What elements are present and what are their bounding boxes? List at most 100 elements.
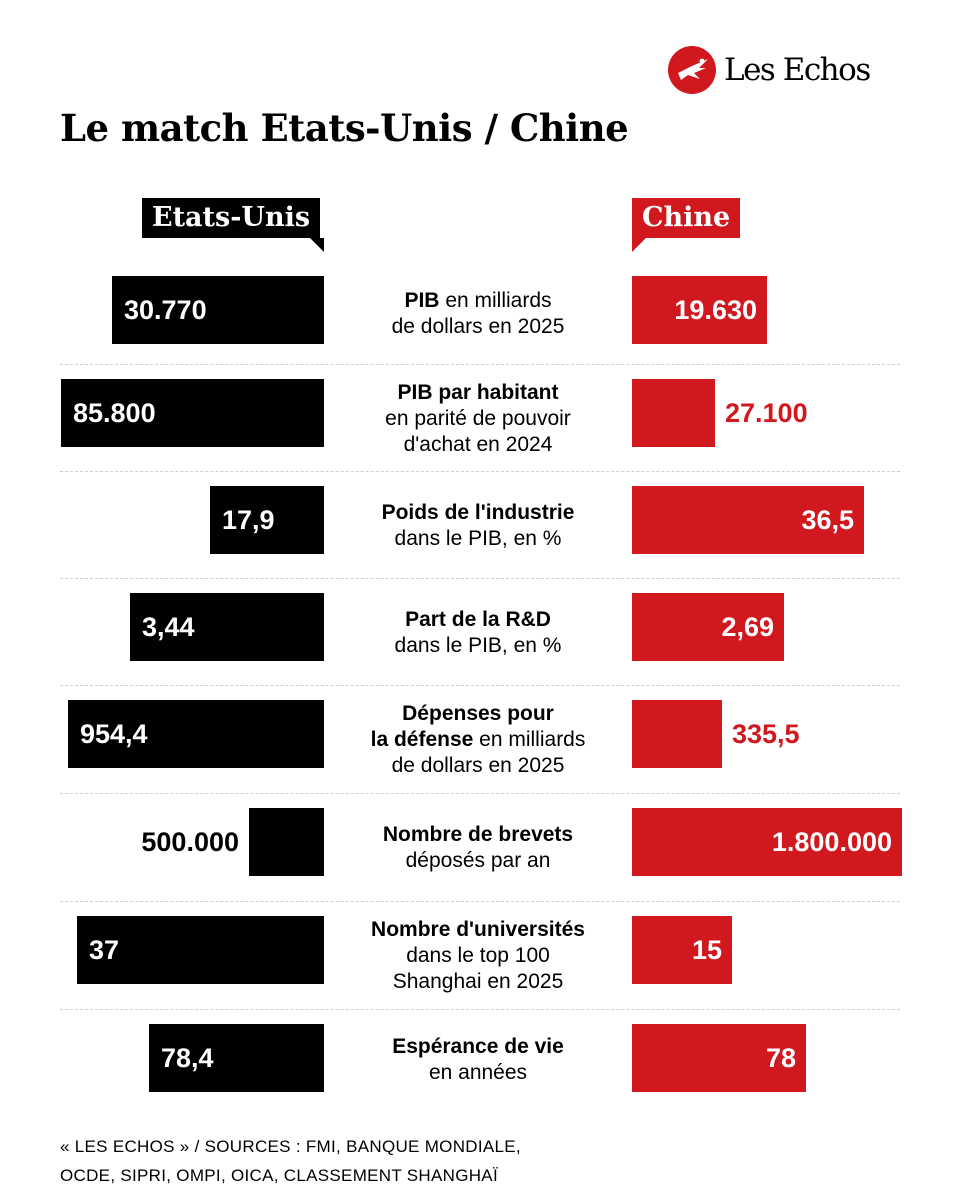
- value-label-cn: 2,69: [721, 612, 774, 642]
- category-label-line: d'achat en 2024: [404, 432, 553, 458]
- category-label-segment: en parité de pouvoir: [385, 406, 571, 430]
- value-label-us: 17,9: [222, 505, 275, 535]
- bar-us: [61, 379, 324, 447]
- row-separator: [60, 901, 900, 902]
- bar-us: [130, 593, 324, 661]
- value-label-cn: 78: [765, 1043, 796, 1073]
- value-label-us: 37: [89, 935, 120, 965]
- bar-cn: [632, 486, 864, 554]
- value-label-us: 500.000: [141, 827, 239, 857]
- category-label-segment: de dollars en 2025: [391, 754, 565, 777]
- category-label: PIB par habitant en parité de pouvoir d'ac…: [328, 365, 628, 472]
- value-label-cn: 1.800.000: [771, 827, 892, 857]
- source-line-2: OCDE, SIPRI, OMPI, OICA, CLASSEMENT SHAN…: [60, 1166, 498, 1185]
- bar-cn: [632, 593, 784, 661]
- legend-cn-pointer: [632, 238, 646, 252]
- category-label-segment: Espérance de vie: [392, 1035, 564, 1058]
- category-label-line: Poids de l'industrie: [382, 500, 575, 526]
- source-line-1: « LES ECHOS » / SOURCES : FMI, BANQUE MO…: [60, 1137, 521, 1156]
- category-label-segment: déposés par an: [405, 849, 551, 872]
- bar-cn: [632, 1024, 806, 1092]
- category-label-line: Shanghai en 2025: [393, 969, 564, 995]
- value-label-cn: 19.630: [674, 295, 757, 325]
- chart-row: 37 15 Nombre d'universités dans le top 100 S…: [0, 902, 960, 1010]
- row-separator: [60, 1009, 900, 1010]
- category-label-line: en années: [429, 1060, 527, 1086]
- category-label-segment: Part de la R&D: [405, 607, 551, 631]
- category-label-line: PIB par habitant: [397, 380, 558, 406]
- category-label-line: de dollars en 2025: [392, 314, 565, 340]
- category-label-line: la défense en milliards: [371, 727, 586, 753]
- chart-row: 17,9 36,5 Poids de l'industrie dans le PIB,…: [0, 472, 960, 579]
- bar-us: [68, 700, 324, 768]
- value-label-cn: 27.100: [725, 398, 808, 428]
- value-label-us: 85.800: [73, 398, 156, 428]
- category-label-line: PIB en milliards: [404, 288, 551, 314]
- category-label: PIB en milliards de dollars en 2025: [328, 262, 628, 365]
- category-label: Dépenses pour la défense en milliards de d…: [328, 686, 628, 794]
- bar-us: [149, 1024, 324, 1092]
- category-label-segment: Shanghai en 2025: [392, 970, 564, 993]
- legend-cn-tag: Chine: [632, 198, 741, 238]
- row-separator: [60, 685, 900, 686]
- category-label-segment: Dépenses pour: [402, 702, 554, 725]
- source-note: « LES ECHOS » / SOURCES : FMI, BANQUE MO…: [60, 1132, 521, 1190]
- category-label-segment: Poids de l'industrie: [381, 500, 575, 524]
- bar-us: [249, 808, 324, 876]
- category-label-segment: PIB par habitant: [397, 380, 559, 404]
- category-label-line: dans le PIB, en %: [395, 526, 562, 552]
- value-label-us: 30.770: [124, 295, 207, 325]
- row-separator: [60, 364, 900, 365]
- bar-cn: [632, 379, 715, 447]
- page-title: Le match Etats-Unis / Chine: [60, 106, 629, 150]
- brand-emblem-icon: [668, 46, 716, 94]
- category-label-line: de dollars en 2025: [392, 753, 565, 779]
- category-label-segment: la défense: [370, 728, 474, 751]
- category-label-line: dans le top 100: [406, 943, 550, 969]
- category-label: Poids de l'industrie dans le PIB, en %: [328, 472, 628, 579]
- category-label: Part de la R&D dans le PIB, en %: [328, 579, 628, 686]
- row-separator: [60, 578, 900, 579]
- chart-row: 30.770 19.630 PIB en milliards de dollars e…: [0, 262, 960, 365]
- legend-us-tag: Etats-Unis: [142, 198, 321, 238]
- value-label-us: 78,4: [161, 1043, 214, 1073]
- bar-us: [77, 916, 324, 984]
- bar-cn: [632, 276, 767, 344]
- category-label-segment: en milliards: [439, 288, 552, 312]
- category-label-line: Dépenses pour: [402, 701, 554, 727]
- category-label-line: dans le PIB, en %: [395, 633, 562, 659]
- category-label-segment: PIB: [404, 288, 440, 312]
- category-label-line: en parité de pouvoir: [385, 406, 571, 432]
- category-label-line: déposés par an: [406, 848, 551, 874]
- legend-us-pointer: [310, 238, 324, 252]
- bar-us: [112, 276, 324, 344]
- value-label-cn: 335,5: [732, 719, 800, 749]
- chart-row: 954,4 335,5 Dépenses pour la défense en mil…: [0, 686, 960, 794]
- bar-cn: [632, 700, 722, 768]
- row-separator: [60, 793, 900, 794]
- chart-row: 78,4 78 Espérance de vie en années: [0, 1010, 960, 1110]
- brand-logo: Les Echos: [668, 46, 871, 94]
- chart-row: 3,44 2,69 Part de la R&D dans le PIB, en %: [0, 579, 960, 686]
- value-label-cn: 36,5: [801, 505, 854, 535]
- category-label-line: Espérance de vie: [392, 1034, 564, 1060]
- category-label-segment: de dollars en 2025: [391, 314, 565, 338]
- category-label-line: Nombre d'universités: [371, 917, 585, 943]
- value-label-us: 3,44: [142, 612, 195, 642]
- chart-row: 85.800 27.100 PIB par habitant en parité de…: [0, 365, 960, 472]
- category-label-segment: dans le PIB, en %: [394, 526, 562, 550]
- value-label-cn: 15: [691, 935, 722, 965]
- category-label-segment: Nombre de brevets: [382, 823, 574, 846]
- row-separator: [60, 471, 900, 472]
- bar-cn: [632, 916, 732, 984]
- category-label: Nombre de brevets déposés par an: [328, 794, 628, 902]
- category-label-line: Part de la R&D: [405, 607, 551, 633]
- chart-row: 500.000 1.800.000 Nombre de brevets déposés…: [0, 794, 960, 902]
- bar-cn: [632, 808, 902, 876]
- bar-us: [210, 486, 324, 554]
- category-label-segment: en milliards: [473, 728, 586, 751]
- brand-name: Les Echos: [724, 51, 871, 88]
- category-label-segment: dans le PIB, en %: [394, 633, 562, 657]
- category-label-segment: en années: [428, 1061, 528, 1084]
